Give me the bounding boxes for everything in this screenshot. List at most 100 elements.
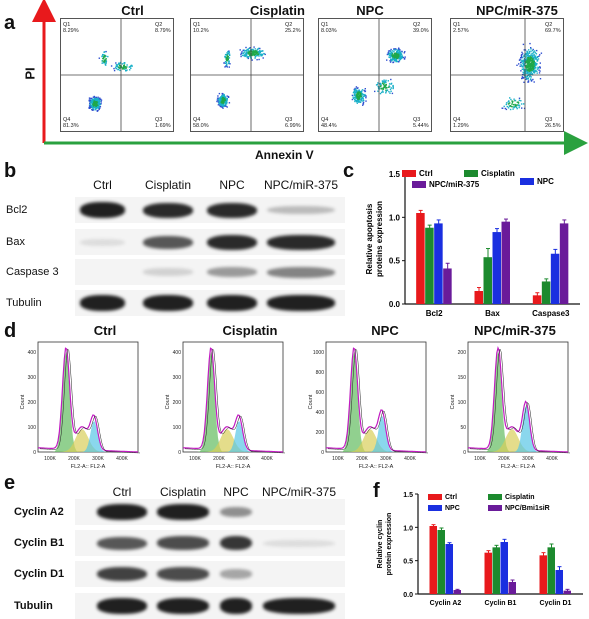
quadrant-label-q3: 5.44%	[413, 123, 429, 129]
hist-xtick: 100K	[474, 456, 486, 462]
bar-cisplatin-2	[541, 281, 551, 304]
y-tick-label: 0.0	[389, 300, 401, 309]
legend-label: NPC	[537, 177, 554, 186]
flow-dot-plot-3: Q1 2.57% Q2 69.7% Q3 26.5% Q4 1.29%	[450, 18, 564, 132]
quadrant-label-q1: Q1	[321, 22, 328, 28]
quadrant-label-q4: 48.4%	[321, 123, 337, 129]
hist-header-2: NPC	[371, 323, 399, 338]
hist-ytick: 300	[173, 375, 182, 381]
band-3-3	[263, 598, 335, 614]
legend-swatch	[464, 170, 478, 177]
bar-npc-mir-375-2	[559, 223, 569, 304]
y-axis-label: Relative apoptosis	[365, 203, 374, 274]
band-1-1	[143, 235, 193, 249]
hist-xtick: 300K	[92, 456, 104, 462]
hist-xtick: 300K	[380, 456, 392, 462]
legend-label: Cisplatin	[505, 494, 535, 501]
quadrant-label-q1: Q1	[453, 22, 460, 28]
band-1-3	[263, 539, 335, 547]
x-category-label: Caspase3	[532, 309, 570, 318]
band-3-0	[97, 598, 147, 614]
hist-ytick: 200	[28, 400, 37, 406]
quadrant-label-q4: Q4	[453, 117, 460, 123]
quadrant-label-q2: Q2	[545, 22, 552, 28]
hist-xlabel: FL2-A:: FL2-A	[71, 464, 106, 470]
quadrant-label-q4: Q4	[193, 117, 200, 123]
lane-label-0: Ctrl	[112, 485, 132, 499]
hist-xtick: 200K	[68, 456, 80, 462]
hist-ylabel: Count	[165, 394, 171, 409]
band-0-0	[80, 202, 125, 218]
bar-cisplatin-1	[492, 547, 500, 594]
hist-ytick: 300	[28, 375, 37, 381]
legend-swatch	[428, 494, 442, 500]
x-category-label: Bax	[485, 309, 500, 318]
hist-xtick: 300K	[237, 456, 249, 462]
lane-label-3: NPC/miR-375	[263, 178, 338, 192]
quadrant-label-q2: Q2	[155, 22, 162, 28]
row-label-cyclin-d1: Cyclin D1	[14, 568, 65, 580]
hist-header-1: Cisplatin	[222, 323, 278, 338]
quadrant-label-q1: 10.2%	[193, 28, 209, 34]
flow-dot-plot-2: Q1 8.03% Q2 39.0% Q3 5.44% Q4 48.4%	[318, 18, 432, 132]
hist-ytick: 100	[28, 425, 37, 431]
row-label-tubulin: Tubulin	[6, 297, 42, 309]
band-2-2	[220, 569, 252, 579]
band-3-1	[143, 295, 193, 311]
quadrant-label-q3: 26.5%	[545, 123, 561, 129]
quadrant-label-q3: Q3	[413, 117, 420, 123]
y-axis-label: proteins expression	[375, 201, 384, 277]
hist-xtick: 400K	[404, 456, 416, 462]
band-0-0	[97, 504, 147, 520]
hist-ytick: 400	[173, 350, 182, 356]
panel-a-arrows	[32, 0, 588, 155]
flow-header-0: Ctrl	[121, 3, 144, 18]
quadrant-label-q4: 81.3%	[63, 123, 79, 129]
quadrant-label-q4: Q4	[63, 117, 70, 123]
band-3-2	[220, 598, 252, 614]
legend-swatch	[488, 505, 502, 511]
quadrant-label-q1: 8.29%	[63, 28, 79, 34]
panel-d-label: d	[4, 320, 17, 342]
panel-f-label: f	[373, 480, 380, 502]
hist-xtick: 100K	[189, 456, 201, 462]
band-2-3	[267, 266, 335, 278]
bar-ctrl-2	[539, 555, 547, 594]
hist-ytick: 800	[316, 370, 325, 376]
legend-label: NPC/miR-375	[429, 180, 480, 189]
band-2-1	[157, 567, 209, 581]
legend-label: Cisplatin	[481, 169, 515, 178]
quadrant-label-q3: 6.99%	[285, 123, 301, 129]
hist-ytick: 0	[463, 450, 466, 456]
annexin-axis-label: Annexin V	[255, 148, 314, 162]
quadrant-label-q2: 25.2%	[285, 28, 301, 34]
quadrant-label-q2: 39.0%	[413, 28, 429, 34]
lane-label-1: Cisplatin	[144, 178, 192, 192]
row-label-caspase-3: Caspase 3	[6, 266, 59, 278]
panel-c-label: c	[343, 160, 355, 182]
lane-label-2: NPC	[219, 178, 245, 192]
band-3-2	[207, 295, 257, 311]
panel-a-label: a	[4, 12, 16, 34]
flow-header-2: NPC	[356, 3, 384, 18]
hist-ytick: 0	[33, 450, 36, 456]
x-category-label: Cyclin D1	[540, 600, 572, 607]
quadrant-label-q1: 8.03%	[321, 28, 337, 34]
quadrant-label-q4: Q4	[321, 117, 328, 123]
hist-ytick: 50	[460, 425, 466, 431]
bar-npc-bmi1sir-1	[508, 582, 516, 594]
hist-xtick: 400K	[546, 456, 558, 462]
y-axis-label: Relative cyclin	[377, 520, 384, 569]
panel-b-label: b	[4, 160, 17, 182]
band-1-3	[267, 234, 335, 250]
legend-swatch	[412, 181, 426, 188]
band-0-2	[220, 506, 252, 518]
bar-npc-mir-375-0	[443, 268, 452, 304]
flow-header-1: Cisplatin	[250, 3, 305, 18]
hist-ytick: 1000	[313, 350, 324, 356]
row-label-tubulin: Tubulin	[14, 600, 53, 612]
band-2-1	[143, 268, 193, 276]
